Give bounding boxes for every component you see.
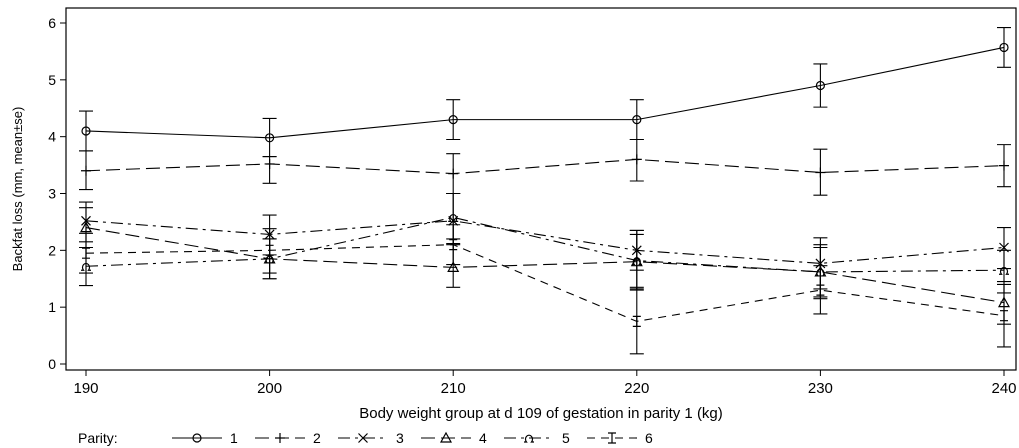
error-bar [813, 63, 828, 108]
legend-marker [358, 433, 368, 443]
x-axis-label: Body weight group at d 109 of gestation … [359, 405, 723, 422]
data-point [449, 239, 458, 251]
series-2 [79, 138, 1011, 196]
y-tick-label: 1 [48, 299, 56, 315]
x-tick-label: 240 [991, 380, 1016, 397]
y-axis-label: Backfat loss (mm, mean±se) [10, 107, 25, 272]
x-tick-label: 200 [257, 380, 282, 397]
error-bar [629, 229, 644, 291]
legend-marker [524, 434, 534, 443]
legend-marker [439, 431, 453, 443]
data-point [82, 247, 90, 259]
data-point [81, 126, 91, 136]
data-point [815, 167, 826, 178]
legend-label: 4 [479, 430, 487, 446]
data-point [448, 168, 459, 179]
series-line-4 [85, 227, 1005, 304]
x-axis: 190 200 210 220 230 240 [73, 370, 1017, 397]
legend-label: 2 [313, 430, 321, 446]
x-tick-label: 220 [624, 380, 649, 397]
legend-item-2: 2 [255, 430, 321, 446]
series-1 [79, 26, 1011, 158]
error-bar [446, 99, 461, 141]
legend: Parity: 1 2 3 4 5 6 [78, 430, 653, 446]
data-point [1000, 310, 1008, 322]
x-tick-label: 190 [73, 380, 98, 397]
data-point [447, 261, 460, 272]
data-point [999, 160, 1009, 171]
data-point [999, 42, 1009, 53]
data-point [631, 154, 642, 165]
legend-item-4: 4 [421, 430, 487, 446]
data-point [264, 158, 275, 169]
y-tick-label: 2 [48, 242, 56, 258]
y-tick-label: 6 [48, 15, 56, 31]
series-line-6 [85, 244, 1005, 322]
legend-label: 1 [230, 430, 238, 446]
legend-label: 3 [396, 430, 404, 446]
data-point [81, 165, 91, 176]
legend-marker [192, 433, 202, 443]
data-point [816, 284, 825, 296]
series-group [79, 26, 1011, 355]
legend-item-1: 1 [172, 430, 238, 446]
data-point [79, 221, 93, 233]
series-6 [79, 224, 1011, 355]
legend-title: Parity: [78, 430, 118, 446]
data-point [815, 80, 826, 91]
series-4 [79, 207, 1011, 325]
legend-marker [275, 433, 285, 443]
data-point [631, 257, 642, 266]
legend-item-3: 3 [338, 430, 404, 446]
data-point [632, 115, 642, 125]
series-line-2 [85, 158, 1005, 175]
x-tick-label: 210 [441, 380, 466, 397]
data-point [265, 133, 275, 143]
legend-item-5: 5 [504, 430, 570, 446]
legend-label: 6 [645, 430, 653, 446]
error-bar [997, 26, 1011, 68]
series-3 [79, 192, 1011, 290]
series-line-5 [85, 216, 1005, 273]
y-tick-label: 3 [48, 186, 56, 202]
y-tick-label: 0 [48, 356, 56, 372]
data-point [448, 213, 459, 222]
series-line-1 [85, 46, 1005, 139]
data-point [632, 315, 641, 327]
y-tick-label: 4 [48, 129, 56, 145]
series-line-3 [85, 220, 1005, 264]
data-point [999, 266, 1009, 275]
legend-marker [608, 432, 616, 444]
data-point [448, 115, 458, 125]
legend-label: 5 [562, 430, 570, 446]
data-point [265, 244, 274, 256]
x-tick-label: 230 [808, 380, 833, 397]
legend-item-6: 6 [587, 430, 653, 446]
y-tick-label: 5 [48, 72, 56, 88]
y-axis: 0 1 2 3 4 5 6 [48, 15, 66, 372]
plot-frame [65, 7, 1017, 371]
